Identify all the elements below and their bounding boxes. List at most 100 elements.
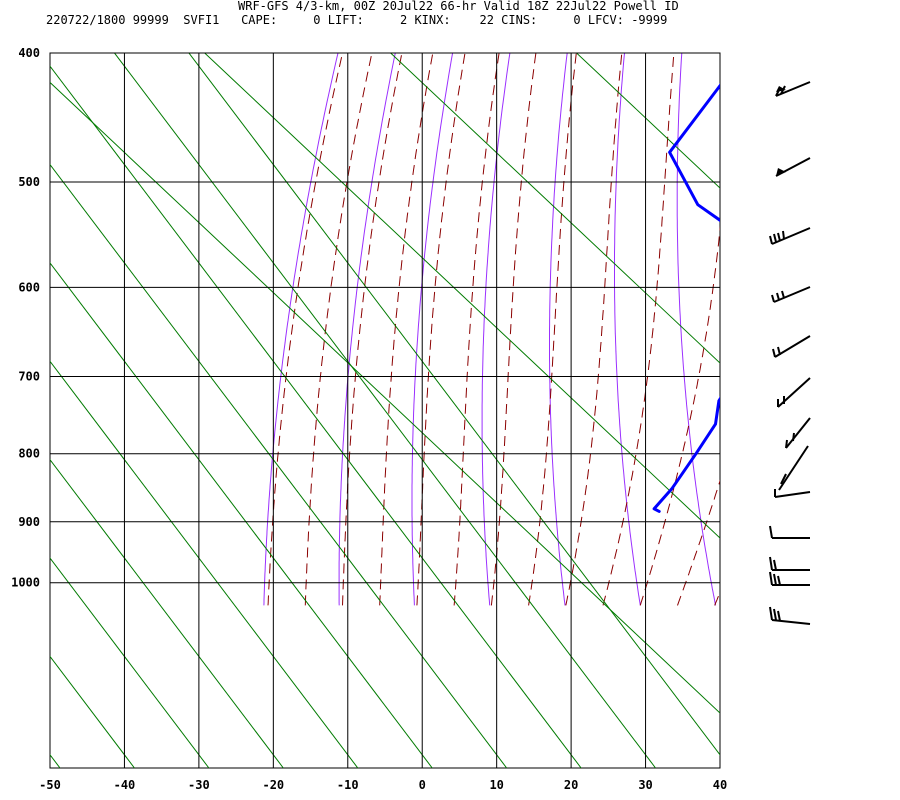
wind-barb-feather (782, 230, 785, 240)
moist-adiabat-line (714, 590, 720, 606)
wind-barb (769, 606, 811, 625)
dry-adiabat-line (338, 53, 396, 606)
mixing-ratio-line (50, 655, 135, 768)
x-tick-labels: -50 -40 -30 -20 -10 0 10 20 30 40 (39, 778, 727, 792)
moist-adiabat-line (602, 53, 675, 606)
mixing-ratio-line (575, 53, 720, 189)
dry-adiabat-line (854, 46, 900, 606)
mixing-ratio-line (40, 0, 720, 13)
wind-barb (769, 525, 810, 539)
temperature-profile-line (803, 84, 865, 511)
wind-barb-feather (777, 232, 781, 242)
x-tick-label: -30 (188, 778, 210, 792)
wind-barb-feather (780, 473, 787, 485)
wind-barb-feather (777, 346, 781, 356)
moist-adiabat-line (267, 53, 343, 606)
wind-barb-pennant (776, 86, 786, 92)
dry-adiabat-line (549, 53, 568, 606)
moist-adiabat-line (639, 225, 720, 606)
dry-adiabat-line (676, 53, 717, 606)
wind-barb-staff (785, 417, 811, 449)
moist-adiabat-line (304, 53, 373, 606)
wind-barb (769, 227, 811, 245)
wind-barb-feather (778, 445, 809, 491)
wind-barb-feather (773, 608, 777, 621)
mixing-ratio-line (188, 53, 720, 756)
mixing-ratio-line (50, 65, 582, 768)
y-tick-label: 1000 (11, 576, 40, 590)
wind-barb (769, 556, 810, 571)
x-tick-label: 40 (713, 778, 727, 792)
wind-barb-staff (774, 491, 811, 498)
chart-title: WRF-GFS 4/3-km, 00Z 20Jul22 66-hr Valid … (238, 0, 679, 13)
mixing-ratio-line (50, 81, 720, 714)
x-tick-label: 10 (489, 778, 503, 792)
dry-adiabat-line (263, 53, 339, 606)
moist-adiabat-line (528, 53, 577, 606)
moist-adiabat-line (416, 53, 466, 606)
sounding-profiles (652, 83, 865, 513)
x-tick-label: -20 (262, 778, 284, 792)
mixing-ratio-line (50, 360, 359, 768)
wind-barb-feather (773, 559, 777, 571)
wind-barb-staff (774, 335, 811, 358)
x-tick-label: -10 (337, 778, 359, 792)
wind-barb (769, 571, 810, 586)
x-tick-label: -40 (114, 778, 136, 792)
mixing-ratio-line (389, 53, 720, 364)
wind-barb (777, 377, 811, 408)
wind-barb (772, 335, 811, 358)
dry-adiabat-line (796, 46, 866, 606)
wind-barb-pennant (776, 168, 786, 176)
wind-barb-feather (776, 292, 780, 301)
dry-adiabat-line (411, 53, 454, 606)
y-tick-label: 500 (18, 175, 40, 189)
moist-adiabat-line (789, 53, 900, 605)
wind-barb-feather (769, 556, 773, 571)
moist-adiabat-line (453, 53, 500, 606)
wind-barb-feather (773, 573, 777, 586)
mixing-ratio-line (50, 557, 210, 768)
wind-barb-feather (769, 525, 773, 539)
wind-barb-feather (769, 606, 773, 621)
dry-adiabat-line (614, 53, 641, 606)
mixing-ratio-line (50, 262, 433, 768)
x-tick-label: -50 (39, 778, 61, 792)
x-tick-label: 30 (638, 778, 652, 792)
wind-barb-feather (769, 235, 773, 245)
wind-barb-staff (771, 619, 811, 625)
wind-barb-feather (792, 432, 795, 442)
moist-adiabat-line (490, 53, 537, 606)
wind-barb (775, 81, 811, 97)
y-tick-label: 600 (18, 280, 40, 294)
mixing-ratio-line (50, 163, 508, 768)
sounding-indices-line: 220722/1800 99999 SVFI1 CAPE: 0 LIFT: 2 … (46, 13, 668, 27)
wind-barb-feather (773, 233, 777, 243)
wind-barb-staff (777, 377, 811, 408)
wind-barb-feather (771, 294, 775, 303)
moist-adiabat-line (379, 53, 434, 606)
moist-adiabat-line (342, 53, 403, 606)
mixing-ratio-line (50, 458, 284, 768)
dewpoint-profile-line (652, 83, 720, 513)
background-lines (40, 0, 900, 768)
wind-barb-staff (771, 227, 811, 245)
wind-barb (774, 445, 811, 498)
wind-barb-feather (769, 571, 773, 586)
wind-barb (771, 286, 811, 303)
y-tick-label: 800 (18, 447, 40, 461)
wind-barb-feather (777, 610, 781, 622)
moist-adiabat-line (826, 53, 900, 605)
dry-adiabat-line (738, 46, 791, 606)
wind-barb-feather (781, 290, 785, 299)
wind-barbs (769, 81, 811, 625)
wind-barb-feather (772, 348, 776, 358)
mixing-ratio-line (203, 53, 720, 539)
x-tick-label: 0 (419, 778, 426, 792)
y-tick-labels: 400 500 600 700 800 900 1000 (11, 46, 40, 590)
moist-adiabat-line (752, 53, 900, 605)
mixing-ratio-line (113, 53, 656, 768)
x-tick-label: 20 (564, 778, 578, 792)
moist-adiabat-line (677, 479, 720, 606)
